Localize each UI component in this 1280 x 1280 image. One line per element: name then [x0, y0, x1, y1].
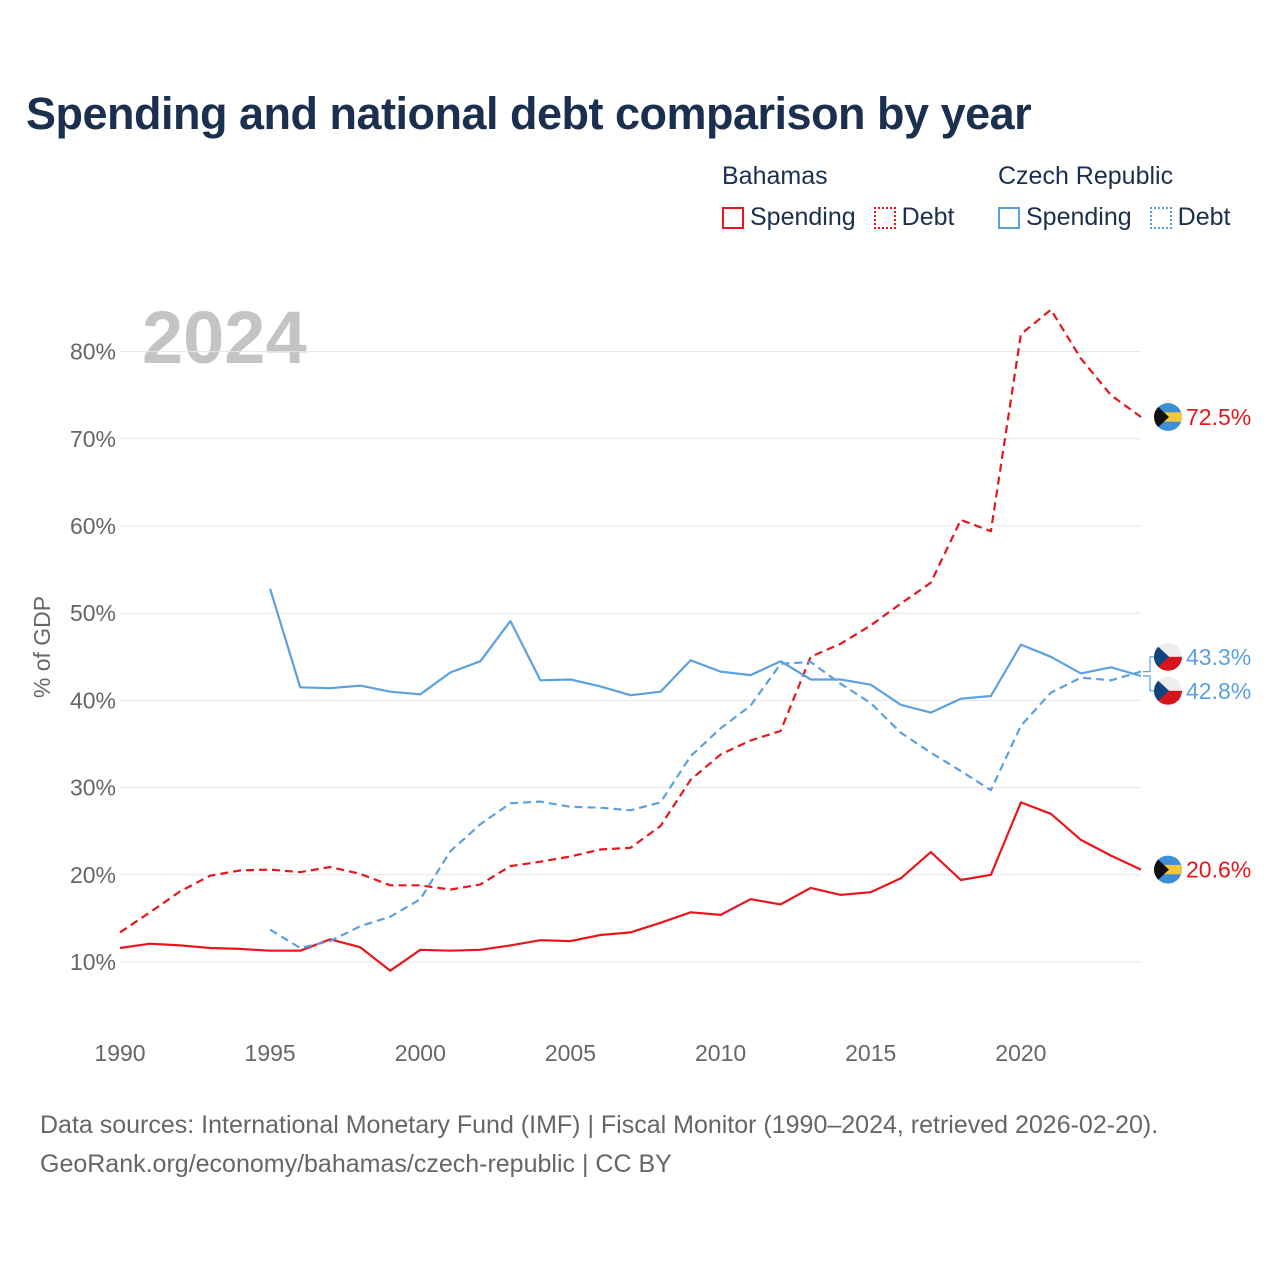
legend-item-czech-debt[interactable]: Debt	[1149, 203, 1231, 232]
legend-swatch-dotted	[873, 206, 896, 229]
end-value-label: 20.6%	[1186, 857, 1251, 883]
series-line-bahamas-debt	[119, 308, 1142, 934]
y-tick-label: 40%	[70, 687, 116, 713]
y-tick-label: 50%	[70, 600, 116, 626]
legend-swatch-dotted	[1149, 206, 1172, 229]
x-tick-label: 2005	[545, 1040, 596, 1066]
y-tick-label: 60%	[70, 513, 116, 539]
legend-group-name: Czech Republic	[998, 162, 1174, 190]
flag-part	[1154, 676, 1169, 705]
flag-part	[1154, 855, 1169, 884]
flag-body	[1154, 403, 1182, 431]
legend-label: Debt	[901, 203, 955, 231]
legend-group-czech-republic: Czech Republic Spending Debt	[998, 162, 1230, 232]
series-line-czech-debt	[269, 660, 1142, 950]
czech-flag-icon	[1154, 676, 1182, 705]
flag-part	[1154, 642, 1169, 671]
end-value-label: 72.5%	[1186, 404, 1251, 430]
end-value-label: 42.8%	[1186, 678, 1251, 704]
legend-item-bahamas-debt[interactable]: Debt	[873, 203, 955, 232]
flag-body	[1154, 855, 1182, 884]
attribution-link[interactable]: GeoRank.org/economy/bahamas/czech-republ…	[40, 1150, 672, 1178]
legend-item-czech-spending[interactable]: Spending	[998, 203, 1132, 232]
year-watermark: 2024	[142, 296, 307, 379]
x-tick-label: 1995	[245, 1040, 296, 1066]
series-line-czech-spending	[269, 588, 1142, 714]
bahamas-flag-icon	[1154, 403, 1182, 431]
y-tick-label: 20%	[70, 862, 116, 888]
legend-group-bahamas: Bahamas Spending Debt	[722, 162, 954, 232]
legend-label: Spending	[750, 203, 856, 231]
x-tick-label: 2000	[395, 1040, 446, 1066]
data-source-text: Data sources: International Monetary Fun…	[40, 1111, 1159, 1139]
end-label-connector	[1143, 675, 1154, 692]
series-line-bahamas-spending	[119, 801, 1142, 972]
end-value-label: 43.3%	[1186, 644, 1251, 670]
legend-label: Spending	[1026, 203, 1132, 231]
x-tick-label: 2010	[695, 1040, 746, 1066]
y-tick-label: 70%	[70, 426, 116, 452]
chart-title: Spending and national debt comparison by…	[26, 88, 1032, 139]
y-tick-label: 80%	[70, 339, 116, 365]
flag-part	[1154, 403, 1169, 431]
flag-body	[1154, 676, 1182, 705]
legend-swatch-solid	[998, 206, 1020, 229]
x-tick-label: 2015	[845, 1040, 896, 1066]
czech-flag-icon	[1154, 642, 1182, 671]
y-tick-label: 10%	[70, 949, 116, 975]
end-label-connector	[1143, 656, 1154, 673]
legend-item-bahamas-spending[interactable]: Spending	[722, 203, 856, 232]
y-axis-label: % of GDP	[29, 596, 55, 698]
bahamas-flag-icon	[1154, 855, 1182, 884]
flag-body	[1154, 642, 1182, 671]
x-tick-label: 1990	[94, 1040, 145, 1066]
legend-label: Debt	[1177, 203, 1231, 231]
footer: Data sources: International Monetary Fun…	[40, 1106, 1158, 1184]
legend-group-name: Bahamas	[722, 162, 828, 190]
x-tick-label: 2020	[995, 1040, 1046, 1066]
legend-swatch-solid	[722, 206, 744, 229]
y-tick-label: 30%	[70, 775, 116, 801]
